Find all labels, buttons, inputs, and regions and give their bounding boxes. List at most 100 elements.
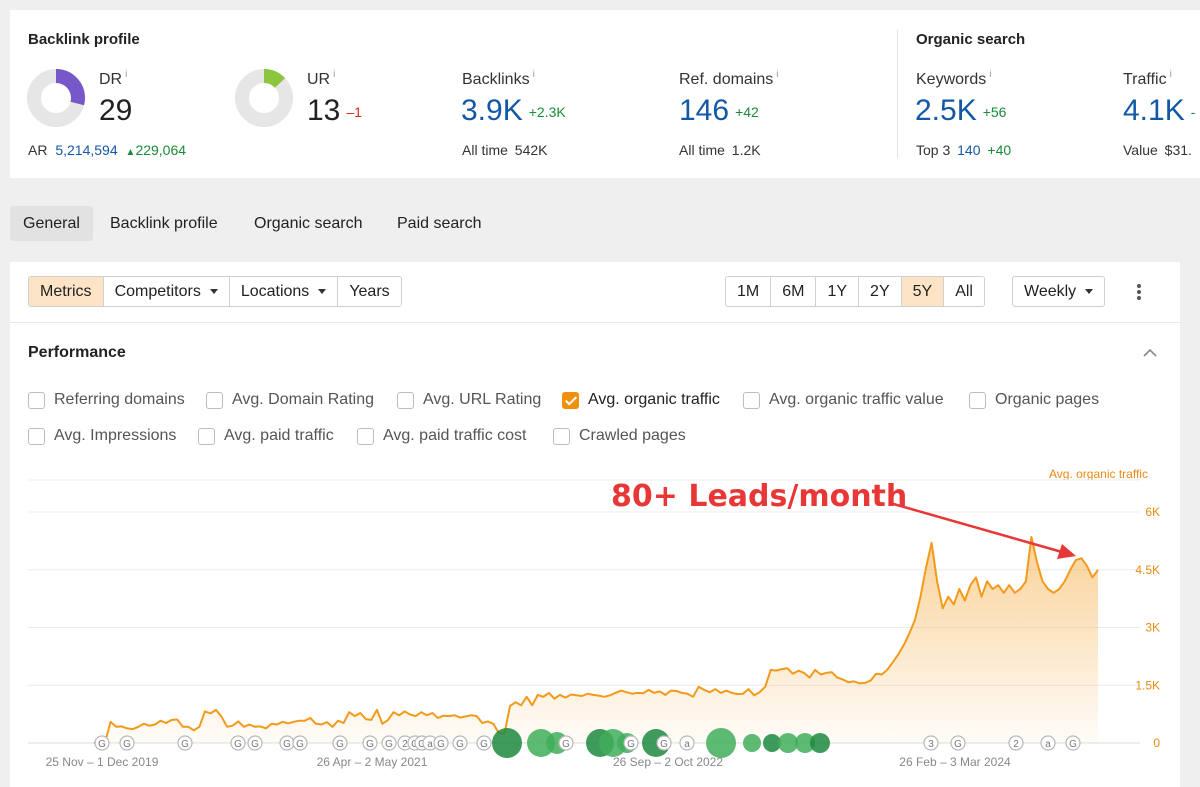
ar-line: AR 5,214,594 ▲229,064 (28, 142, 187, 158)
event-marker-label: G (123, 739, 131, 750)
range-1m-button[interactable]: 1M (726, 277, 771, 306)
dr-label: DR i (99, 69, 128, 88)
event-marker-label: G (480, 739, 488, 750)
date-range-group: 1M 6M 1Y 2Y 5Y All (725, 276, 985, 307)
competitors-dropdown[interactable]: Competitors (102, 277, 229, 306)
tab-paid-search[interactable]: Paid search (397, 215, 482, 232)
keywords-top3: Top 3 140 +40 (916, 142, 1012, 158)
keywords-value[interactable]: 2.5K +56 (915, 94, 1007, 127)
event-marker (923, 735, 939, 751)
annotation-arrow-line (889, 501, 1063, 554)
new-backlink-marker (795, 733, 815, 753)
event-marker-label: G (234, 739, 242, 750)
ur-donut-chart (235, 69, 293, 127)
event-marker (332, 735, 348, 751)
checkbox-avg-impressions[interactable]: Avg. Impressions (28, 426, 176, 446)
checkbox-icon (206, 391, 223, 409)
tab-organic-search[interactable]: Organic search (254, 215, 363, 232)
event-marker (1008, 735, 1024, 751)
event-marker (381, 735, 397, 751)
event-marker-label: G (437, 739, 445, 750)
traffic-area (94, 537, 1098, 743)
checkbox-icon (743, 391, 760, 409)
event-marker-label: a (684, 739, 690, 750)
backlinks-value[interactable]: 3.9K +2.3K (461, 94, 566, 127)
event-marker-label: G (296, 739, 304, 750)
checkbox-organic-pages[interactable]: Organic pages (969, 390, 1099, 410)
checkbox-avg-organic-traffic[interactable]: Avg. organic traffic (562, 390, 720, 410)
checkbox-referring-domains[interactable]: Referring domains (28, 390, 185, 410)
backlink-profile-title: Backlink profile (28, 31, 140, 48)
checkbox-icon (28, 427, 45, 445)
ur-label: UR i (307, 69, 336, 88)
traffic-delta: - (1190, 104, 1196, 120)
range-2y-button[interactable]: 2Y (858, 277, 901, 306)
ref-domains-delta: +42 (735, 104, 759, 120)
section-divider (897, 30, 898, 158)
new-backlink-marker (810, 733, 830, 753)
traffic-value[interactable]: 4.1K - (1123, 94, 1196, 127)
event-marker-label: G (98, 739, 106, 750)
info-icon[interactable]: i (333, 69, 336, 80)
checkbox-avg-organic-traffic-value[interactable]: Avg. organic traffic value (743, 390, 944, 410)
event-marker-label: a (427, 739, 433, 750)
chevron-up-icon[interactable] (1143, 346, 1157, 360)
checkbox-avg-paid-traffic[interactable]: Avg. paid traffic (198, 426, 334, 446)
event-marker-label: G (283, 739, 291, 750)
traffic-label: Traffic i (1123, 69, 1172, 88)
performance-title: Performance (28, 344, 126, 361)
range-6m-button[interactable]: 6M (770, 277, 816, 306)
checkbox-avg-domain-rating[interactable]: Avg. Domain Rating (206, 390, 374, 410)
event-marker-label: G (366, 739, 374, 750)
x-tick-label: 26 Sep – 2 Oct 2022 (613, 755, 723, 769)
tab-general[interactable]: General (10, 206, 93, 241)
event-marker-label: 2 (1013, 739, 1019, 750)
range-1y-button[interactable]: 1Y (815, 277, 859, 306)
triangle-up-icon: ▲ (125, 147, 136, 158)
y-tick-label: 3K (1145, 621, 1160, 635)
info-icon[interactable]: i (1169, 69, 1172, 80)
event-marker (1040, 735, 1056, 751)
event-marker-label: G (385, 739, 393, 750)
event-marker-label: G (181, 739, 189, 750)
checkbox-icon (198, 427, 215, 445)
y-tick-label: 4.5K (1135, 563, 1160, 577)
info-icon[interactable]: i (989, 69, 992, 80)
ar-delta: ▲229,064 (125, 142, 187, 158)
interval-dropdown[interactable]: Weekly (1012, 276, 1106, 307)
dr-value: 29 (99, 94, 133, 127)
range-5y-button[interactable]: 5Y (900, 277, 944, 306)
checkbox-avg-url-rating[interactable]: Avg. URL Rating (397, 390, 541, 410)
event-marker (433, 735, 449, 751)
new-backlink-marker (527, 729, 555, 757)
ref-domains-value[interactable]: 146 +42 (679, 94, 759, 127)
chevron-down-icon (318, 289, 327, 294)
years-button[interactable]: Years (337, 277, 401, 306)
backlinks-label: Backlinks i (462, 69, 535, 88)
event-marker (230, 735, 246, 751)
range-all-button[interactable]: All (943, 277, 984, 306)
info-icon[interactable]: i (776, 69, 779, 80)
new-backlink-marker (763, 734, 781, 752)
event-marker-label: G (627, 739, 635, 750)
x-tick-label: 25 Nov – 1 Dec 2019 (46, 755, 159, 769)
new-backlink-marker (743, 734, 761, 752)
tab-backlink-profile[interactable]: Backlink profile (110, 215, 218, 232)
info-icon[interactable]: i (532, 69, 535, 80)
metrics-summary-card: Backlink profile DR i 29 AR 5,214,594 ▲22… (10, 10, 1200, 178)
info-icon[interactable]: i (125, 69, 128, 80)
y-tick-label: 0 (1153, 736, 1160, 750)
ar-value[interactable]: 5,214,594 (55, 142, 118, 158)
event-marker (94, 735, 110, 751)
checkbox-icon (28, 391, 45, 409)
metrics-button[interactable]: Metrics (29, 277, 103, 306)
checkbox-avg-paid-traffic-cost[interactable]: Avg. paid traffic cost (357, 426, 526, 446)
event-marker (950, 735, 966, 751)
x-tick-label: 26 Apr – 2 May 2021 (317, 755, 428, 769)
event-marker (292, 735, 308, 751)
event-marker (623, 735, 639, 751)
more-options-icon[interactable] (1133, 282, 1145, 302)
locations-dropdown[interactable]: Locations (228, 277, 338, 306)
checkbox-crawled-pages[interactable]: Crawled pages (553, 426, 686, 446)
organic-traffic-chart: 0 1.5K 3K 4.5K 6K 25 Nov – 1 Dec 2019 26 Apr –… (28, 479, 1160, 769)
